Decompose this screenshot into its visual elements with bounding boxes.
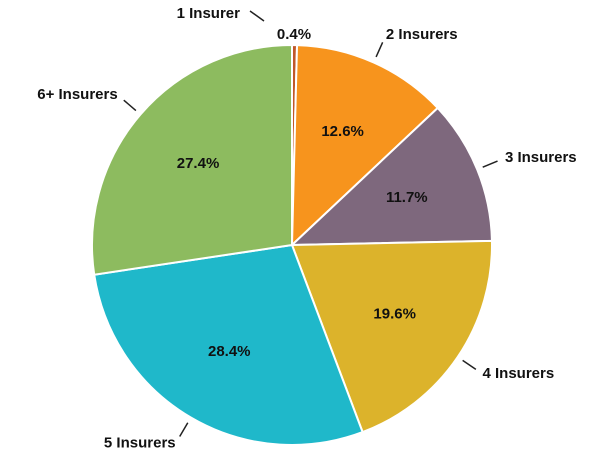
value-label: 27.4% <box>177 155 220 172</box>
category-label: 3 Insurers <box>505 149 577 166</box>
leader-line <box>462 359 477 371</box>
value-label: 11.7% <box>386 189 428 206</box>
category-label: 2 Insurers <box>386 26 458 43</box>
category-label: 4 Insurers <box>483 365 555 382</box>
value-label: 0.4% <box>277 26 311 43</box>
leader-line <box>123 99 137 112</box>
category-label: 6+ Insurers <box>37 86 117 103</box>
value-label: 12.6% <box>321 123 364 140</box>
pie-slice <box>289 106 493 247</box>
category-label: 1 Insurer <box>177 5 241 22</box>
leader-line <box>249 10 265 22</box>
pie-slice <box>290 239 493 434</box>
value-label: 28.4% <box>208 343 251 360</box>
pie-slice <box>91 43 293 276</box>
value-label: 19.6% <box>373 305 416 322</box>
leader-line <box>179 422 189 437</box>
pie-slice <box>93 243 364 446</box>
leader-line <box>482 160 498 168</box>
leader-line <box>375 42 384 58</box>
pie-slice <box>290 44 440 248</box>
category-label: 5 Insurers <box>104 434 176 451</box>
